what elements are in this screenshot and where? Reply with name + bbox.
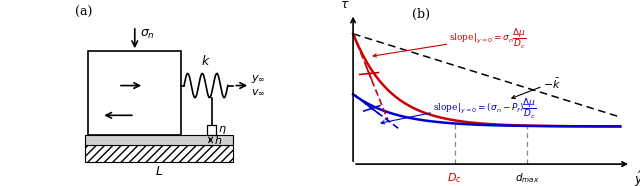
Text: $y$: $y$ xyxy=(108,65,117,79)
Text: $L$: $L$ xyxy=(155,165,163,178)
Text: (b): (b) xyxy=(412,8,430,21)
Text: $d_{max}$: $d_{max}$ xyxy=(515,171,539,185)
Bar xyxy=(84,135,234,145)
Bar xyxy=(84,145,234,162)
Text: slope$|_{y=0} = \sigma_n \dfrac{\Delta\mu}{D_c}$: slope$|_{y=0} = \sigma_n \dfrac{\Delta\m… xyxy=(449,27,527,51)
Bar xyxy=(207,125,216,135)
Text: $v_\infty$: $v_\infty$ xyxy=(251,87,265,97)
Text: $D_c$: $D_c$ xyxy=(447,171,462,185)
Text: slope$|_{y=0} = (\sigma_n - P_f)\dfrac{\Delta\mu}{D_c}$: slope$|_{y=0} = (\sigma_n - P_f)\dfrac{\… xyxy=(433,97,537,121)
Text: $y_\infty$: $y_\infty$ xyxy=(251,73,266,85)
Text: $k$: $k$ xyxy=(201,54,211,68)
Text: $\tau$: $\tau$ xyxy=(340,0,350,11)
Bar xyxy=(88,51,181,135)
Text: $-\bar{k}$: $-\bar{k}$ xyxy=(543,76,561,91)
Text: $\tau$: $\tau$ xyxy=(138,109,148,122)
Text: $h$: $h$ xyxy=(214,134,222,146)
Text: $\hat{y}$: $\hat{y}$ xyxy=(634,169,640,186)
Text: $\eta$: $\eta$ xyxy=(218,124,227,136)
Text: $\sigma_n$: $\sigma_n$ xyxy=(140,28,156,41)
Text: (a): (a) xyxy=(76,6,93,19)
